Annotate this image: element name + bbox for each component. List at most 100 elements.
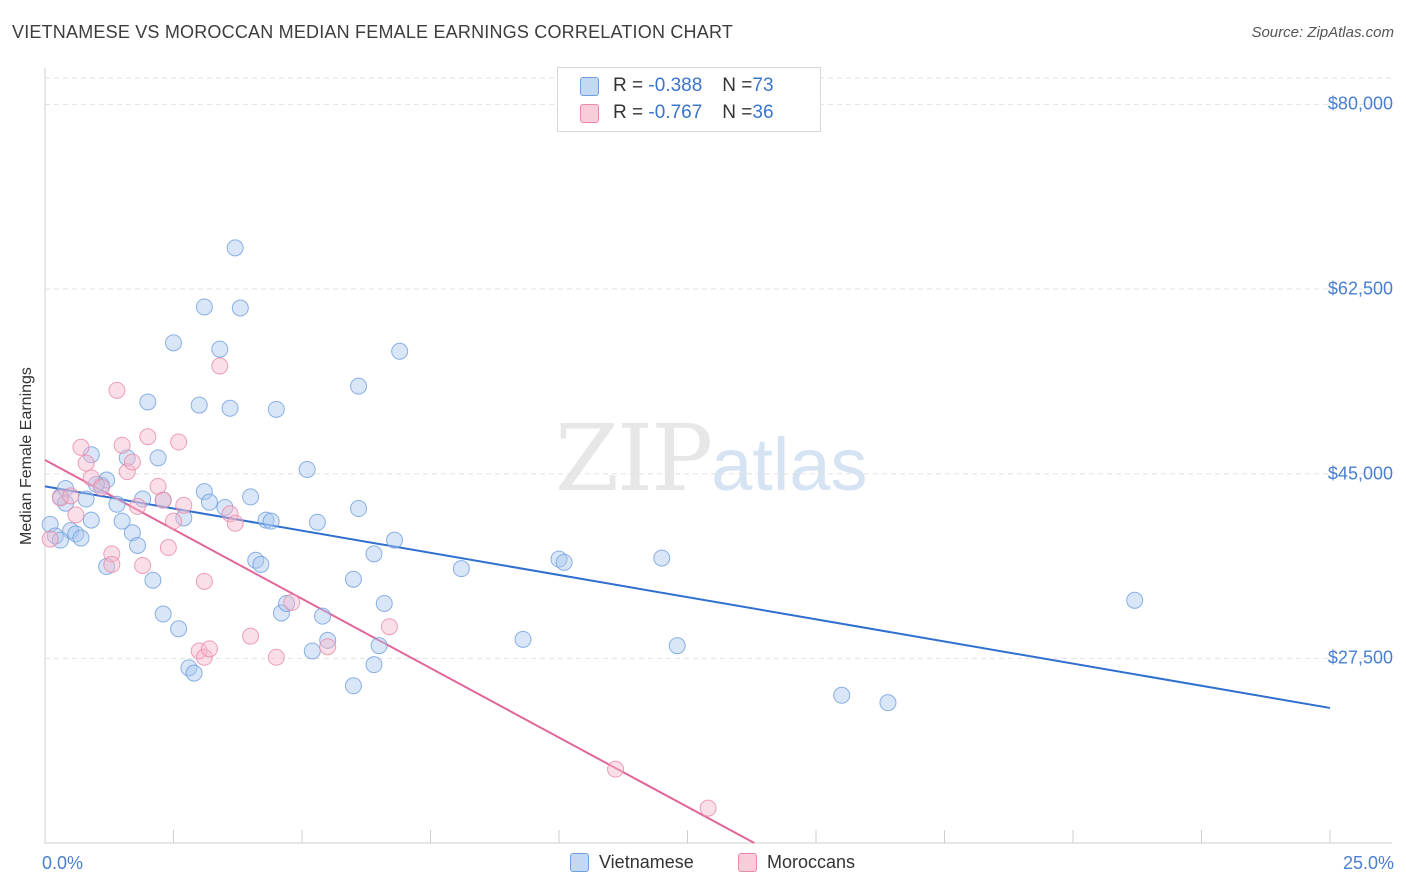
moroccan-point xyxy=(129,497,147,515)
axes xyxy=(44,68,1392,844)
legend-row-moroccans: R = -0.767 N = 36 xyxy=(580,101,774,125)
legend-r-value: -0.767 xyxy=(648,102,703,123)
vietnamese-point xyxy=(452,560,470,578)
vietnamese-point xyxy=(82,511,100,529)
moroccan-point xyxy=(283,593,301,611)
moroccan-point xyxy=(170,433,188,451)
moroccan-point xyxy=(118,463,136,481)
vietnamese-point xyxy=(833,686,851,704)
vietnamese-point xyxy=(391,342,409,360)
moroccan-point xyxy=(108,381,126,399)
vietnamese-point xyxy=(262,512,280,530)
source-label: Source: ZipAtlas.com xyxy=(1251,24,1394,41)
vietnamese-point xyxy=(350,500,368,518)
moroccan-point xyxy=(134,556,152,574)
x-tick-label-min: 0.0% xyxy=(42,853,84,873)
bottom-legend-label: Moroccans xyxy=(767,852,856,872)
y-axis-label: Median Female Earnings xyxy=(18,367,35,545)
vietnamese-point xyxy=(123,524,141,542)
x-tick-label-max: 25.0% xyxy=(1342,853,1394,873)
vietnamese-point xyxy=(365,545,383,563)
moroccan-point xyxy=(200,640,218,658)
vietnamese-point xyxy=(319,631,337,649)
vietnamese-swatch xyxy=(580,76,599,96)
vietnamese-point xyxy=(344,677,362,695)
moroccan-points xyxy=(41,357,717,817)
moroccan-swatch xyxy=(738,853,757,872)
moroccan-point xyxy=(72,438,90,456)
bottom-legend-moroccans: Moroccans xyxy=(738,852,855,873)
moroccan-point xyxy=(159,539,177,557)
vietnamese-point xyxy=(185,664,203,682)
y-tick-label: $45,000 xyxy=(1327,463,1393,484)
vietnamese-point xyxy=(555,553,573,571)
vietnamese-point xyxy=(195,483,213,501)
moroccan-point xyxy=(123,453,141,471)
vietnamese-point xyxy=(252,555,270,573)
vietnamese-point xyxy=(195,298,213,316)
vietnamese-points xyxy=(41,239,1144,712)
legend-n-value: 73 xyxy=(752,75,774,96)
moroccan-point xyxy=(51,489,69,507)
vietnamese-point xyxy=(226,239,244,257)
vietnamese-point xyxy=(365,656,383,674)
vietnamese-point xyxy=(242,488,260,506)
y-tick-label: $80,000 xyxy=(1327,93,1393,114)
gridlines xyxy=(45,77,1392,659)
moroccan-swatch xyxy=(580,103,599,123)
moroccan-point xyxy=(175,496,193,514)
legend-r-value: -0.388 xyxy=(648,75,703,96)
chart-title: VIETNAMESE VS MOROCCAN MEDIAN FEMALE EAR… xyxy=(12,22,734,42)
vietnamese-point xyxy=(514,630,532,648)
vietnamese-point xyxy=(267,400,285,418)
moroccan-point xyxy=(62,487,80,505)
vietnamese-point xyxy=(278,594,296,612)
moroccan-point xyxy=(226,514,244,532)
vietnamese-point xyxy=(149,449,167,467)
vietnamese-point xyxy=(231,299,249,317)
moroccan-point xyxy=(113,436,131,454)
y-tick-label: $27,500 xyxy=(1327,647,1393,668)
vietnamese-point xyxy=(370,637,388,655)
moroccan-trend-line xyxy=(44,459,755,844)
vietnamese-point xyxy=(129,536,147,554)
vietnamese-point xyxy=(175,509,193,527)
legend-r-label: R = xyxy=(613,75,644,96)
moroccan-point xyxy=(41,530,59,548)
vietnamese-point xyxy=(303,642,321,660)
moroccan-point xyxy=(139,428,157,446)
vietnamese-point xyxy=(272,604,290,622)
vietnamese-point xyxy=(190,396,208,414)
vietnamese-point xyxy=(257,511,275,529)
vietnamese-point xyxy=(211,340,229,358)
vietnamese-point xyxy=(375,594,393,612)
vietnamese-point xyxy=(308,513,326,531)
vietnamese-point xyxy=(1126,591,1144,609)
moroccan-point xyxy=(77,454,95,472)
moroccan-point xyxy=(267,648,285,666)
vietnamese-point xyxy=(386,531,404,549)
vietnamese-point xyxy=(72,529,90,547)
vietnamese-point xyxy=(165,334,182,352)
legend-n-label: N = xyxy=(722,102,753,123)
vietnamese-point xyxy=(298,460,316,478)
vietnamese-point xyxy=(154,605,172,623)
moroccan-point xyxy=(221,505,239,523)
moroccan-point xyxy=(195,648,213,666)
vietnamese-point xyxy=(170,620,188,638)
vietnamese-point xyxy=(113,512,131,530)
vietnamese-point xyxy=(879,694,897,712)
moroccan-point xyxy=(103,555,121,573)
vietnamese-point xyxy=(180,659,198,677)
moroccan-point xyxy=(67,506,85,524)
bottom-legend-label: Vietnamese xyxy=(599,852,694,872)
legend-n-value: 36 xyxy=(752,102,774,123)
moroccan-point xyxy=(699,799,717,817)
moroccan-point xyxy=(242,627,260,645)
vietnamese-point xyxy=(221,399,239,417)
legend-r-label: R = xyxy=(613,102,644,123)
moroccan-point xyxy=(93,478,111,496)
vietnamese-point xyxy=(550,550,568,568)
moroccan-point xyxy=(154,491,172,509)
